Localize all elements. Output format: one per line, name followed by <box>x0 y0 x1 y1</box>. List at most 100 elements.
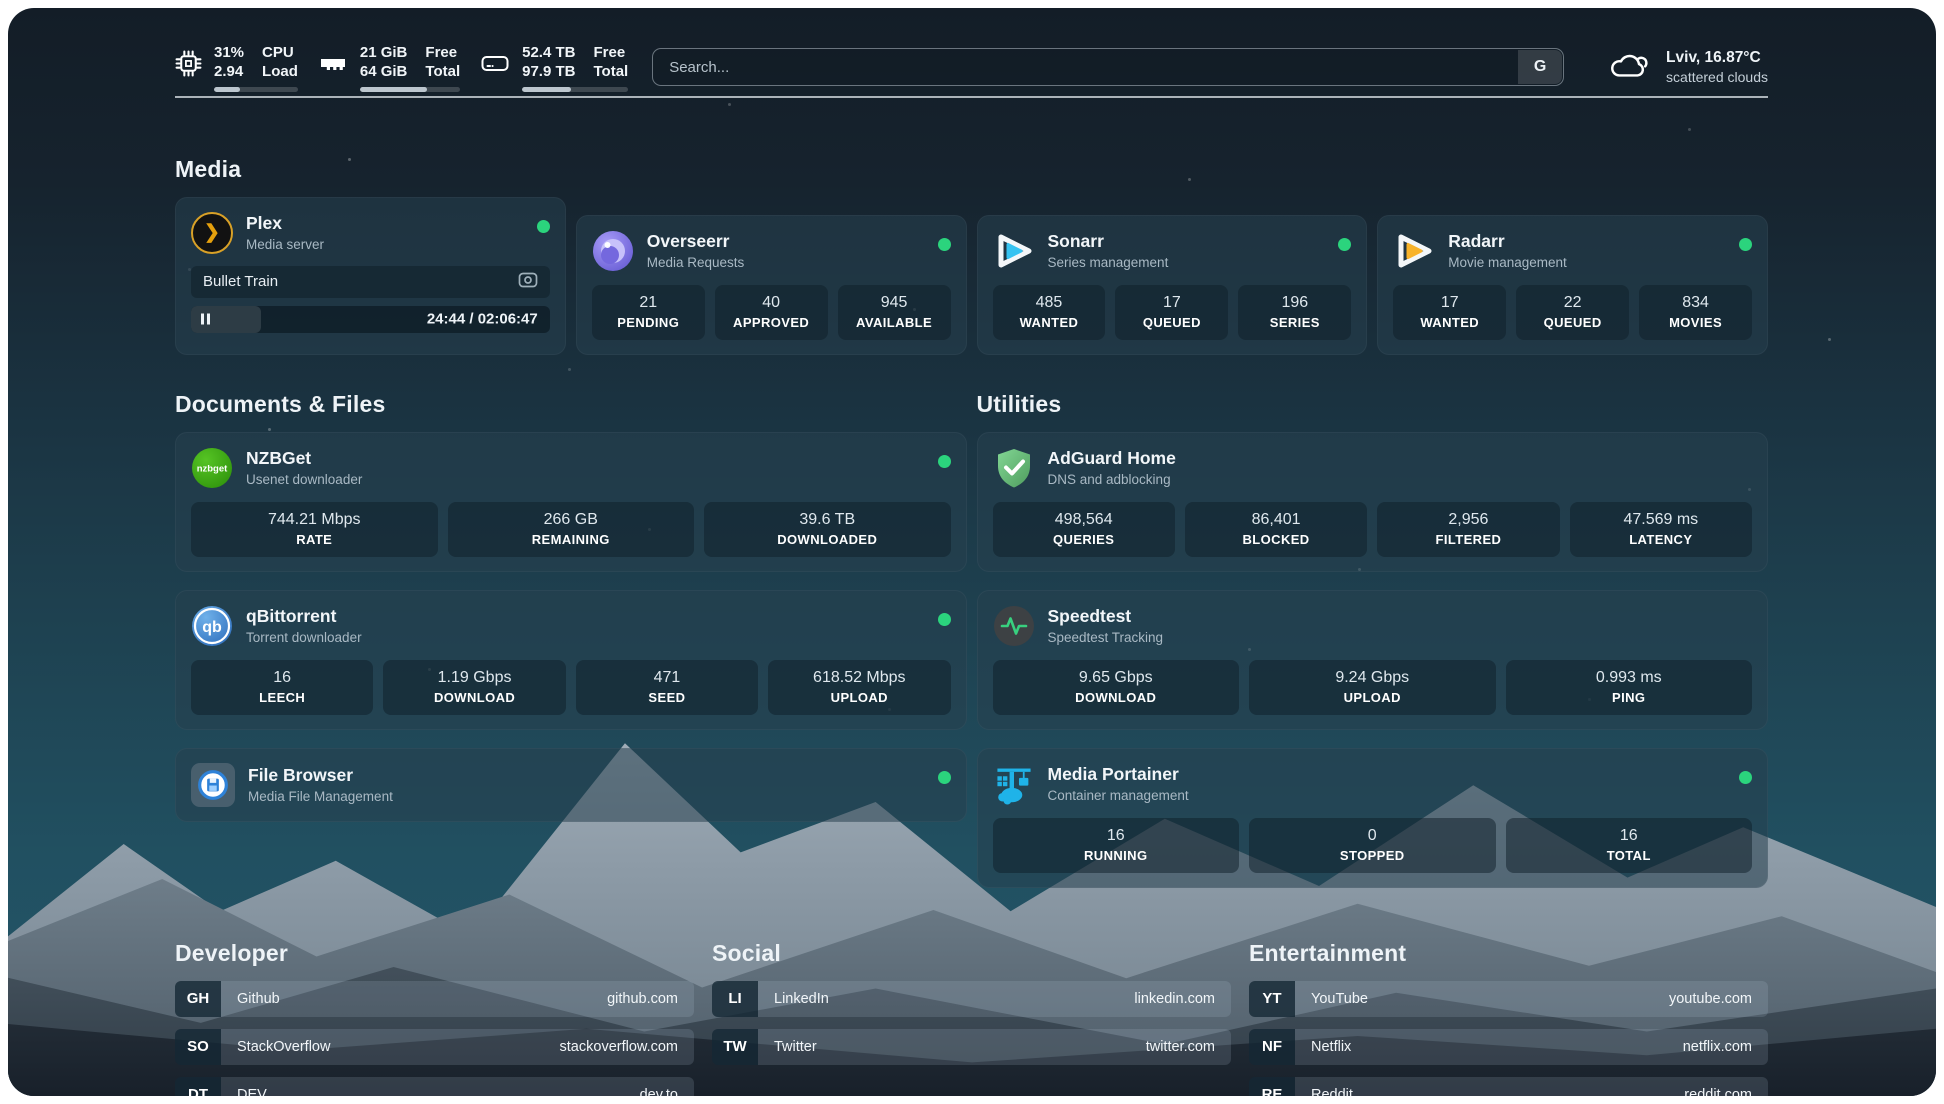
link-stackoverflow[interactable]: SO StackOverflow stackoverflow.com <box>175 1028 694 1065</box>
link-name: Twitter <box>774 1038 817 1055</box>
weather-location: Lviv, 16.87°C <box>1666 48 1761 66</box>
cpu-load-label: Load <box>262 62 298 80</box>
stat-box: 0.993 ms PING <box>1505 659 1752 715</box>
app-card-nzbget[interactable]: nzbget NZBGet Usenet downloader 744.21 M… <box>175 431 967 572</box>
link-url: github.com <box>607 990 678 1007</box>
link-name: StackOverflow <box>237 1038 331 1055</box>
radarr-icon <box>1393 230 1435 272</box>
link-twitter[interactable]: TW Twitter twitter.com <box>712 1028 1231 1065</box>
link-abbr-badge: NF <box>1249 1028 1295 1065</box>
storage-progress-bar <box>522 86 629 92</box>
storage-free-value: 52.4 TB <box>522 43 576 61</box>
app-card-portainer[interactable]: Media Portainer Container management 16 R… <box>976 747 1768 888</box>
link-abbr-badge: LI <box>712 980 758 1017</box>
app-description: Movie management <box>1448 254 1567 270</box>
status-indicator <box>937 770 951 784</box>
status-indicator <box>1338 237 1352 251</box>
status-indicator <box>1739 770 1752 784</box>
stat-box: 744.21 Mbps RATE <box>191 501 438 557</box>
app-card-plex[interactable]: ❯ Plex Media server Bullet Train <box>175 196 566 355</box>
search-bar: G <box>652 48 1565 86</box>
adguard-icon <box>993 447 1035 489</box>
app-description: Torrent downloader <box>246 629 362 645</box>
stat-box: 498,564 QUERIES <box>992 501 1175 557</box>
stat-box: 17 WANTED <box>1393 284 1507 340</box>
memory-icon <box>318 43 348 85</box>
stat-box: 485 WANTED <box>992 284 1106 340</box>
app-card-overseerr[interactable]: Overseerr Media Requests 21 PENDING 40 APP… <box>575 214 967 355</box>
header-divider <box>175 96 1768 98</box>
app-card-speedtest[interactable]: Speedtest Speedtest Tracking 9.65 Gbps DO… <box>976 589 1768 730</box>
video-icon <box>518 272 538 292</box>
search-engine-button[interactable]: G <box>1518 50 1563 84</box>
link-youtube[interactable]: YT YouTube youtube.com <box>1249 980 1768 1017</box>
stat-box: 471 SEED <box>575 659 759 715</box>
memory-total-value: 64 GiB <box>359 62 408 80</box>
svg-text:qb: qb <box>202 619 222 636</box>
app-card-qbittorrent[interactable]: qb qBittorrent Torrent downloader 16 LEEC… <box>175 589 967 730</box>
qbittorrent-icon: qb <box>191 605 233 647</box>
weather-condition: scattered clouds <box>1666 68 1768 85</box>
nzbget-icon: nzbget <box>191 447 233 489</box>
stat-box: 9.65 Gbps DOWNLOAD <box>992 659 1239 715</box>
storage-total-value: 97.9 TB <box>522 62 576 80</box>
app-description: DNS and adblocking <box>1047 471 1171 487</box>
app-description: Speedtest Tracking <box>1047 629 1164 645</box>
link-url: youtube.com <box>1668 990 1752 1007</box>
link-linkedin[interactable]: LI LinkedIn linkedin.com <box>712 980 1231 1017</box>
developer-links-column: Developer GH Github github.com SO StackOv… <box>175 939 694 1096</box>
link-netflix[interactable]: NF Netflix netflix.com <box>1249 1028 1768 1065</box>
playback-progress-bar: 24:44 / 02:06:47 <box>191 305 550 333</box>
stat-box: 2,956 FILTERED <box>1377 501 1560 557</box>
link-abbr-badge: DT <box>175 1076 221 1096</box>
link-abbr-badge: SO <box>175 1028 221 1065</box>
section-title-developer: Developer <box>175 939 289 966</box>
memory-free-value: 21 GiB <box>359 43 408 61</box>
plex-icon: ❯ <box>191 211 233 254</box>
stat-box: 1.19 Gbps DOWNLOAD <box>383 659 566 715</box>
link-dev[interactable]: DT DEV dev.to <box>175 1076 694 1096</box>
app-name: Sonarr <box>1047 230 1104 251</box>
cpu-usage: 31% <box>214 43 245 61</box>
app-name: File Browser <box>248 764 354 785</box>
app-card-radarr[interactable]: Radarr Movie management 17 WANTED 22 QUEUE… <box>1377 214 1768 355</box>
app-card-filebrowser[interactable]: File Browser Media File Management <box>175 747 967 822</box>
section-title-social: Social <box>712 939 781 966</box>
section-title-utilities: Utilities <box>976 390 1062 417</box>
app-card-sonarr[interactable]: Sonarr Series management 485 WANTED 17 QUE… <box>976 214 1368 355</box>
portainer-icon <box>993 763 1035 805</box>
app-description: Container management <box>1047 787 1189 803</box>
memory-total-label: Total <box>425 62 461 80</box>
app-description: Media server <box>246 236 325 252</box>
weather-widget[interactable]: Lviv, 16.87°C scattered clouds <box>1606 46 1768 89</box>
social-links-column: Social LI LinkedIn linkedin.com TW Twitte… <box>712 940 1231 1097</box>
pause-icon <box>201 313 210 325</box>
now-playing-title: Bullet Train <box>203 273 279 290</box>
app-description: Series management <box>1047 254 1169 270</box>
storage-icon <box>480 43 510 85</box>
status-indicator <box>937 612 951 626</box>
stat-box: 16 TOTAL <box>1505 817 1752 873</box>
app-name: Speedtest <box>1047 605 1132 626</box>
app-description: Media Requests <box>646 254 745 270</box>
memory-progress-bar <box>359 86 461 92</box>
link-reddit[interactable]: RE Reddit reddit.com <box>1249 1076 1768 1097</box>
search-input[interactable] <box>652 48 1565 86</box>
stat-box: 17 QUEUED <box>1115 284 1229 340</box>
stat-box: 47.569 ms LATENCY <box>1569 501 1752 557</box>
stat-box: 0 STOPPED <box>1249 817 1496 873</box>
link-abbr-badge: TW <box>712 1028 758 1065</box>
app-card-adguard[interactable]: AdGuard Home DNS and adblocking 498,564 Q… <box>976 431 1768 572</box>
cpu-metric: 31% 2.94 CPU Load <box>175 43 298 92</box>
section-title-media: Media <box>175 155 242 182</box>
link-url: reddit.com <box>1684 1086 1752 1097</box>
speedtest-icon <box>993 605 1035 647</box>
app-name: Media Portainer <box>1047 763 1179 784</box>
link-url: netflix.com <box>1682 1038 1752 1055</box>
app-name: Overseerr <box>646 230 730 251</box>
top-bar: 31% 2.94 CPU Load <box>175 8 1768 96</box>
stat-box: 40 APPROVED <box>714 284 828 340</box>
link-github[interactable]: GH Github github.com <box>175 980 694 1017</box>
stat-box: 9.24 Gbps UPLOAD <box>1249 659 1496 715</box>
